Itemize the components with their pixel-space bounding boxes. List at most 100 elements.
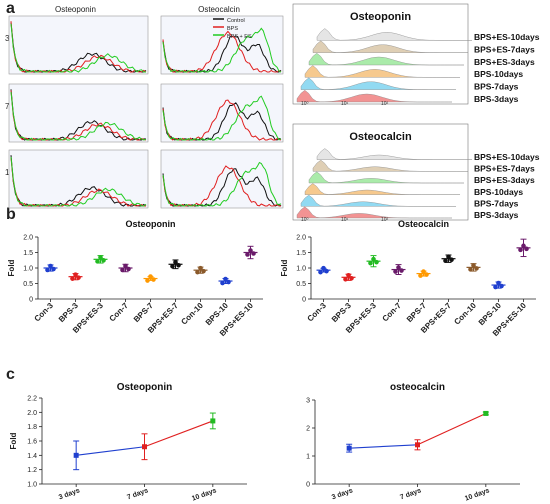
y-tick-label: 1.5 xyxy=(296,250,306,257)
x-tick-label: BPS-3 xyxy=(57,301,80,324)
stacked-histogram xyxy=(304,183,461,195)
data-point xyxy=(496,280,501,286)
x-tick-label: 3 days xyxy=(58,487,81,501)
data-point xyxy=(449,257,454,262)
data-point xyxy=(251,251,256,256)
data-point xyxy=(415,442,420,448)
x-tick-label: Con-10 xyxy=(179,301,205,327)
data-point xyxy=(48,263,53,269)
y-tick-label: 0.5 xyxy=(23,281,33,288)
data-point xyxy=(73,272,78,277)
x-tick-label: Con-3 xyxy=(33,301,56,324)
data-point xyxy=(170,263,175,269)
data-point xyxy=(70,276,75,281)
data-point xyxy=(421,269,426,274)
x-tick-label: 7 days xyxy=(126,487,149,501)
y-tick-label: 2.2 xyxy=(27,396,37,403)
data-point xyxy=(396,265,401,270)
stacked-histogram xyxy=(308,171,464,184)
chart-title: Osteocalcin xyxy=(398,219,449,229)
data-point xyxy=(73,452,79,458)
histogram-frame xyxy=(160,83,284,143)
data-point xyxy=(120,267,125,273)
data-point xyxy=(346,445,352,451)
y-axis-label: Fold xyxy=(280,259,289,276)
data-point xyxy=(343,277,348,282)
data-point xyxy=(76,275,81,280)
data-point xyxy=(45,267,50,273)
data-point xyxy=(210,418,216,424)
data-point xyxy=(518,247,523,253)
data-point xyxy=(245,252,250,257)
y-tick-label: 1.0 xyxy=(296,266,306,273)
data-point xyxy=(521,243,526,249)
data-point xyxy=(321,265,326,271)
y-tick-label: 2.0 xyxy=(27,410,37,417)
y-tick-label: 2 xyxy=(306,426,310,433)
histogram-curve xyxy=(162,30,282,73)
legend-label: BPS + ES xyxy=(227,34,252,40)
panel-label-c: c xyxy=(6,366,15,383)
data-point xyxy=(374,259,379,265)
y-tick-label: 2.0 xyxy=(296,235,306,242)
series-line xyxy=(144,420,214,448)
histogram-curve xyxy=(10,157,146,207)
x-tick-label: 3 days xyxy=(331,487,354,501)
panel-label-b: b xyxy=(6,206,16,223)
stacked-histogram xyxy=(316,28,473,41)
histogram-curve xyxy=(162,165,281,207)
y-axis-label: Fold xyxy=(7,259,16,276)
data-point xyxy=(324,268,329,274)
histogram-frame xyxy=(8,83,149,143)
stacked-label: BPS-10days xyxy=(474,69,523,79)
data-point xyxy=(446,254,451,259)
x-tick-label: Con-3 xyxy=(306,301,329,324)
stacked-label: BPS-7days xyxy=(474,199,519,209)
y-axis-label: Fold xyxy=(9,432,18,449)
histogram-col-title: Osteoponin xyxy=(55,5,96,14)
histogram-col-title: Osteocalcin xyxy=(198,5,240,14)
data-point xyxy=(424,272,429,277)
data-point xyxy=(393,269,398,274)
stacked-label: BPS+ES-7days xyxy=(474,45,535,55)
y-tick-label: 1.6 xyxy=(27,439,37,446)
stacked-label: BPS+ES-3days xyxy=(474,175,535,185)
data-point xyxy=(223,276,228,282)
stacked-histogram xyxy=(312,40,469,53)
y-tick-label: 1.2 xyxy=(27,467,37,474)
stacked-label: BPS+ES-10days xyxy=(474,32,540,42)
x-tick-label: 10 days xyxy=(191,487,218,502)
data-point xyxy=(145,278,150,283)
data-point xyxy=(371,256,376,262)
y-tick-label: 1.8 xyxy=(27,424,37,431)
stacked-label: BPS-7days xyxy=(474,82,519,92)
stacked-tick: 10⁰ xyxy=(301,217,309,222)
legend-label: BPS xyxy=(227,26,238,32)
osteoponin-time-chart: Osteoponin 1.0 1.2 1.4 1.6 1.8 2.0 2.2 Fold 3 day… xyxy=(9,382,247,503)
y-tick-label: 0 xyxy=(306,482,310,489)
histogram-curve xyxy=(162,99,282,141)
stacked-label: BPS-3days xyxy=(474,94,519,104)
data-point xyxy=(524,246,529,252)
series-line xyxy=(417,412,487,446)
data-point xyxy=(483,410,489,416)
data-point xyxy=(123,263,128,269)
legend-label: Control xyxy=(227,18,245,24)
y-tick-label: 3 xyxy=(306,398,310,405)
histogram-curve xyxy=(10,92,147,141)
chart-title: Osteoponin xyxy=(117,382,173,393)
histogram-frame xyxy=(160,149,284,209)
data-point xyxy=(368,260,373,266)
stacked-title: Osteoponin xyxy=(350,11,411,23)
osteocalcin-fold-chart: Osteocalcin 0 0.5 1.0 1.5 2.0 Fold Con-3 BPS-3 BP… xyxy=(280,219,536,338)
x-tick-label: BPS-3 xyxy=(330,301,353,324)
histogram-frame xyxy=(160,15,284,75)
data-point xyxy=(443,258,448,263)
data-point xyxy=(195,269,200,275)
panel-label-a: a xyxy=(6,0,15,17)
x-tick-label: 10 days xyxy=(464,487,491,502)
stacked-histogram xyxy=(308,52,464,66)
y-tick-label: 1 xyxy=(306,454,310,461)
data-point xyxy=(471,263,476,268)
data-point xyxy=(418,273,423,278)
